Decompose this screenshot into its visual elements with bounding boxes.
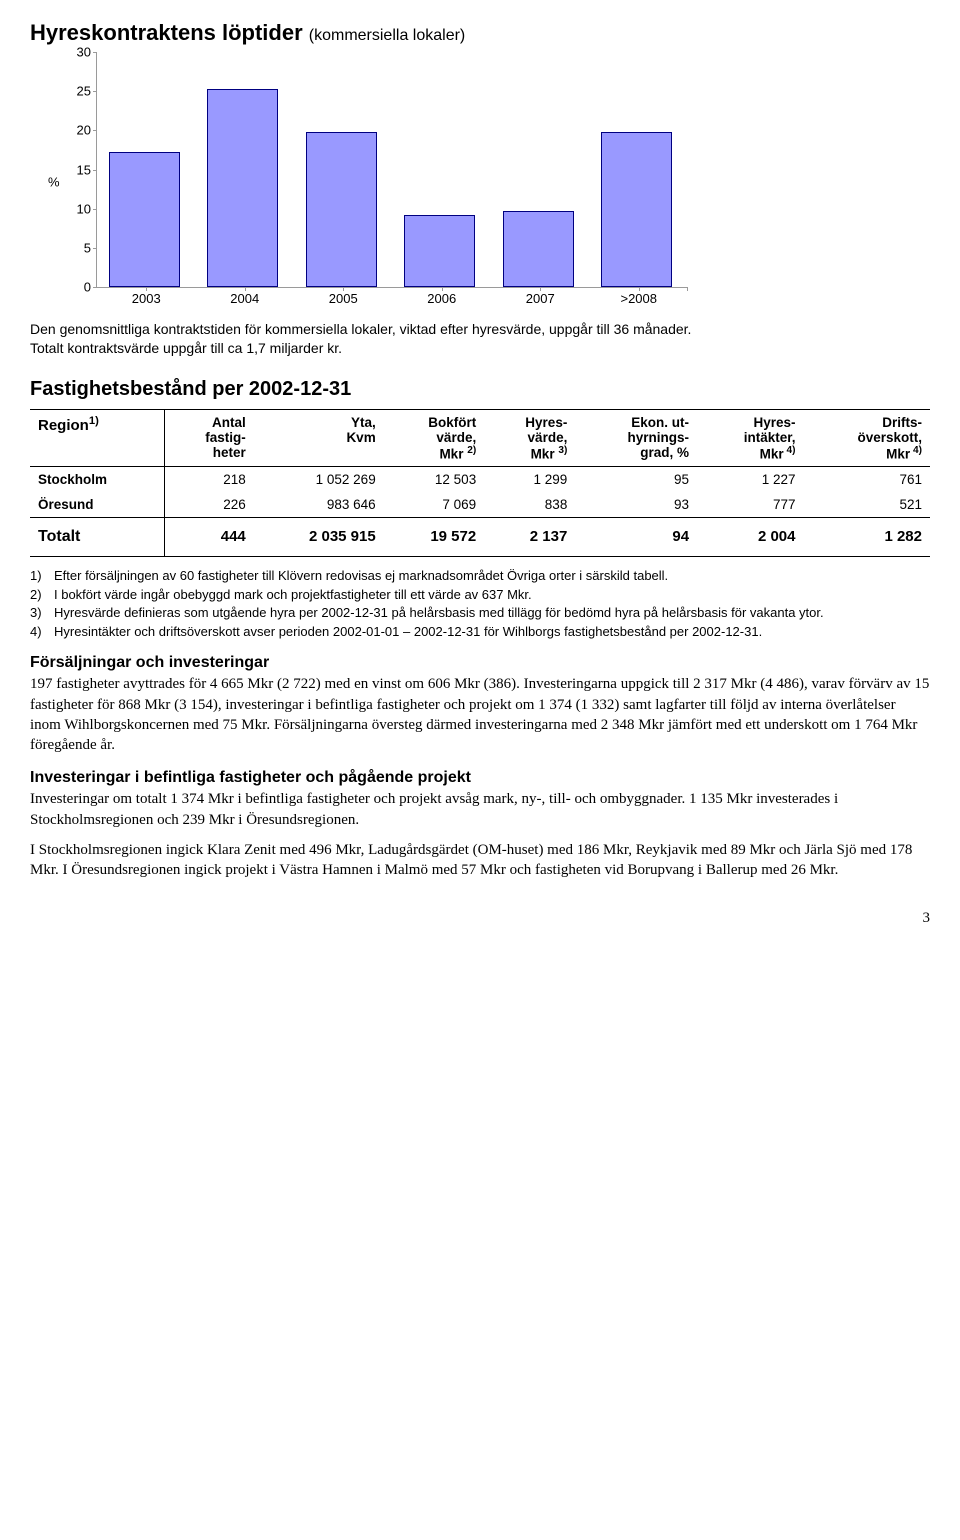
chart-bar bbox=[404, 215, 475, 288]
chart-ytick-label: 5 bbox=[61, 240, 91, 255]
table-cell: 218 bbox=[164, 467, 254, 493]
chart-caption: Den genomsnittliga kontraktstiden för ko… bbox=[30, 320, 930, 358]
chart-ytick-label: 15 bbox=[61, 162, 91, 177]
footnote: 4)Hyresintäkter och driftsöverskott avse… bbox=[30, 623, 930, 641]
table-row: Stockholm2181 052 26912 5031 299951 2277… bbox=[30, 467, 930, 493]
table-row: Öresund226983 6467 06983893777521 bbox=[30, 492, 930, 518]
chart-y-axis-label: % bbox=[48, 175, 60, 190]
bar-chart: % 20032004200520062007>2008 051015202530 bbox=[48, 52, 688, 312]
table-column-header: Yta,Kvm bbox=[254, 409, 384, 467]
chart-bar-slot: 2006 bbox=[393, 52, 492, 287]
table-column-header: Bokförtvärde,Mkr 2) bbox=[384, 409, 485, 467]
footnote-number: 1) bbox=[30, 567, 54, 585]
table-header-row: Region1)Antalfastig-heterYta,KvmBokförtv… bbox=[30, 409, 930, 467]
table-cell: 1 227 bbox=[697, 467, 803, 493]
chart-ytick-label: 30 bbox=[61, 45, 91, 60]
chart-bar-slot: 2007 bbox=[491, 52, 590, 287]
footnote-text: Hyresvärde definieras som utgående hyra … bbox=[54, 604, 824, 622]
table-column-header: Antalfastig-heter bbox=[164, 409, 254, 467]
chart-caption-line2: Totalt kontraktsvärde uppgår till ca 1,7… bbox=[30, 340, 342, 356]
table-column-header: Region1) bbox=[30, 409, 164, 467]
table-region-cell: Öresund bbox=[30, 492, 164, 518]
footnote-number: 3) bbox=[30, 604, 54, 622]
table-region-cell: Stockholm bbox=[30, 467, 164, 493]
footnote-text: Efter försäljningen av 60 fastigheter ti… bbox=[54, 567, 668, 585]
table-column-header: Drifts-överskott,Mkr 4) bbox=[803, 409, 930, 467]
chart-bars: 20032004200520062007>2008 bbox=[97, 52, 688, 287]
chart-bar bbox=[109, 152, 180, 287]
footnote-text: Hyresintäkter och driftsöverskott avser … bbox=[54, 623, 762, 641]
table-column-header: Hyres-intäkter,Mkr 4) bbox=[697, 409, 803, 467]
table-total-cell: 19 572 bbox=[384, 518, 485, 557]
table-cell: 12 503 bbox=[384, 467, 485, 493]
table-column-header: Hyres-värde,Mkr 3) bbox=[484, 409, 575, 467]
footnote: 2)I bokfört värde ingår obebyggd mark oc… bbox=[30, 586, 930, 604]
fastighetsbestand-table: Region1)Antalfastig-heterYta,KvmBokförtv… bbox=[30, 409, 930, 558]
chart-title: Hyreskontraktens löptider (kommersiella … bbox=[30, 20, 930, 46]
table-total-cell: 2 004 bbox=[697, 518, 803, 557]
chart-subtitle: (kommersiella lokaler) bbox=[309, 27, 465, 44]
table-cell: 95 bbox=[575, 467, 697, 493]
table-cell: 1 299 bbox=[484, 467, 575, 493]
section-forsaljningar-heading: Försäljningar och investeringar bbox=[30, 654, 930, 672]
footnote: 1)Efter försäljningen av 60 fastigheter … bbox=[30, 567, 930, 585]
table-cell: 761 bbox=[803, 467, 930, 493]
chart-caption-line1: Den genomsnittliga kontraktstiden för ko… bbox=[30, 321, 691, 337]
chart-ytick-label: 20 bbox=[61, 123, 91, 138]
chart-bar-slot: 2004 bbox=[196, 52, 295, 287]
table-total-row: Totalt4442 035 91519 5722 137942 0041 28… bbox=[30, 518, 930, 557]
table-cell: 7 069 bbox=[384, 492, 485, 518]
table-cell: 521 bbox=[803, 492, 930, 518]
table-cell: 777 bbox=[697, 492, 803, 518]
chart-bar-slot: >2008 bbox=[590, 52, 689, 287]
footnote-number: 4) bbox=[30, 623, 54, 641]
chart-bar-slot: 2003 bbox=[97, 52, 196, 287]
table-heading: Fastighetsbestånd per 2002-12-31 bbox=[30, 378, 930, 401]
section-forsaljningar-body: 197 fastigheter avyttrades för 4 665 Mkr… bbox=[30, 674, 930, 755]
chart-bar bbox=[306, 132, 377, 287]
chart-bar-slot: 2005 bbox=[294, 52, 393, 287]
chart-ytick-label: 0 bbox=[61, 280, 91, 295]
table-cell: 226 bbox=[164, 492, 254, 518]
chart-bar bbox=[207, 89, 278, 287]
footnote-text: I bokfört värde ingår obebyggd mark och … bbox=[54, 586, 532, 604]
table-total-cell: 2 035 915 bbox=[254, 518, 384, 557]
table-body: Stockholm2181 052 26912 5031 299951 2277… bbox=[30, 467, 930, 557]
chart-ytick-label: 10 bbox=[61, 201, 91, 216]
table-total-cell: 94 bbox=[575, 518, 697, 557]
table-total-cell: 444 bbox=[164, 518, 254, 557]
chart-plot-area: 20032004200520062007>2008 051015202530 bbox=[96, 52, 688, 288]
table-cell: 838 bbox=[484, 492, 575, 518]
table-total-cell: 1 282 bbox=[803, 518, 930, 557]
chart-bar bbox=[601, 132, 672, 287]
table-footnotes: 1)Efter försäljningen av 60 fastigheter … bbox=[30, 567, 930, 640]
table-total-cell: 2 137 bbox=[484, 518, 575, 557]
section-investeringar-body1: Investeringar om totalt 1 374 Mkr i befi… bbox=[30, 789, 930, 830]
footnote-number: 2) bbox=[30, 586, 54, 604]
page-number: 3 bbox=[30, 910, 930, 927]
table-total-label: Totalt bbox=[30, 518, 164, 557]
section-investeringar-body2: I Stockholmsregionen ingick Klara Zenit … bbox=[30, 840, 930, 881]
table-cell: 983 646 bbox=[254, 492, 384, 518]
chart-ytick-label: 25 bbox=[61, 84, 91, 99]
footnote: 3)Hyresvärde definieras som utgående hyr… bbox=[30, 604, 930, 622]
chart-bar bbox=[503, 211, 574, 287]
table-cell: 93 bbox=[575, 492, 697, 518]
section-investeringar-heading: Investeringar i befintliga fastigheter o… bbox=[30, 769, 930, 787]
table-cell: 1 052 269 bbox=[254, 467, 384, 493]
chart-title-main: Hyreskontraktens löptider bbox=[30, 20, 303, 45]
table-column-header: Ekon. ut-hyrnings-grad, % bbox=[575, 409, 697, 467]
